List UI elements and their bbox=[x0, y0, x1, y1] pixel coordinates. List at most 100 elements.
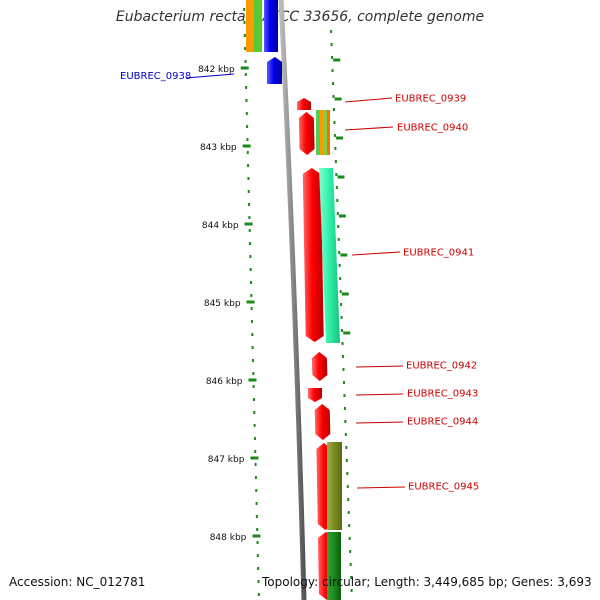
minor-tick bbox=[248, 203, 251, 206]
minor-tick bbox=[255, 489, 258, 492]
feature-bar bbox=[320, 110, 324, 155]
minor-tick bbox=[342, 355, 345, 358]
leader-line bbox=[355, 393, 404, 396]
gene-label-reverse[interactable]: EUBREC_0945 bbox=[408, 482, 479, 493]
minor-tick bbox=[256, 541, 259, 544]
minor-tick bbox=[246, 138, 249, 141]
minor-tick bbox=[252, 372, 255, 375]
minor-tick bbox=[344, 433, 347, 436]
minor-tick bbox=[347, 511, 350, 514]
gene-reverse[interactable] bbox=[311, 352, 328, 381]
kbp-tick-label: 842 kbp bbox=[198, 65, 235, 75]
minor-tick bbox=[342, 368, 345, 371]
minor-tick bbox=[250, 307, 253, 310]
gene-label-reverse[interactable]: EUBREC_0944 bbox=[407, 417, 478, 428]
minor-tick bbox=[251, 333, 254, 336]
minor-tick bbox=[332, 95, 335, 98]
major-tick bbox=[240, 66, 249, 70]
major-tick bbox=[242, 144, 251, 148]
accession-text: Accession: NC_012781 bbox=[9, 575, 146, 589]
major-tick bbox=[250, 456, 259, 460]
minor-tick bbox=[331, 56, 334, 59]
minor-tick bbox=[251, 346, 254, 349]
kbp-tick-label: 848 kbp bbox=[210, 533, 247, 543]
map-title: Eubacterium rectale ATCC 33656, complete… bbox=[115, 9, 485, 25]
minor-tick bbox=[255, 515, 258, 518]
minor-tick bbox=[336, 212, 339, 215]
minor-tick bbox=[341, 342, 344, 345]
minor-tick bbox=[249, 255, 252, 258]
kbp-tick-label: 847 kbp bbox=[208, 455, 245, 465]
minor-tick bbox=[345, 446, 348, 449]
leader-line bbox=[185, 73, 235, 79]
gene-label-reverse[interactable]: EUBREC_0941 bbox=[403, 248, 474, 259]
major-tick bbox=[340, 253, 348, 257]
minor-tick bbox=[252, 385, 255, 388]
minor-tick bbox=[253, 437, 256, 440]
minor-tick bbox=[253, 424, 256, 427]
feature-bar bbox=[327, 110, 330, 155]
minor-tick bbox=[348, 537, 351, 540]
minor-tick bbox=[334, 160, 337, 163]
major-tick bbox=[333, 58, 341, 62]
feature-bar bbox=[246, 0, 254, 52]
minor-tick bbox=[339, 277, 342, 280]
minor-tick bbox=[254, 463, 257, 466]
minor-tick bbox=[252, 398, 255, 401]
major-tick bbox=[341, 292, 349, 296]
minor-tick bbox=[248, 216, 251, 219]
feature-bar bbox=[327, 442, 342, 530]
gene-reverse[interactable] bbox=[308, 388, 322, 402]
minor-tick bbox=[343, 394, 346, 397]
leader-line bbox=[351, 251, 401, 256]
minor-tick bbox=[243, 34, 246, 37]
minor-tick bbox=[247, 177, 250, 180]
minor-tick bbox=[254, 450, 257, 453]
gene-reverse[interactable] bbox=[297, 98, 311, 110]
gene-reverse[interactable] bbox=[314, 404, 331, 440]
gene-reverse[interactable] bbox=[302, 168, 324, 342]
minor-tick bbox=[251, 359, 254, 362]
minor-tick bbox=[350, 589, 353, 592]
gene-label-reverse[interactable]: EUBREC_0939 bbox=[395, 94, 466, 105]
gene-label-reverse[interactable]: EUBREC_0940 bbox=[397, 123, 468, 134]
major-tick bbox=[248, 378, 257, 382]
minor-tick bbox=[243, 21, 246, 24]
minor-tick bbox=[246, 151, 249, 154]
minor-tick bbox=[253, 411, 256, 414]
minor-tick bbox=[335, 173, 338, 176]
major-tick bbox=[334, 97, 342, 101]
minor-tick bbox=[349, 563, 352, 566]
minor-tick bbox=[341, 329, 344, 332]
minor-tick bbox=[347, 498, 350, 501]
gene-label-reverse[interactable]: EUBREC_0942 bbox=[406, 361, 477, 372]
minor-tick bbox=[247, 190, 250, 193]
gene-forward[interactable] bbox=[267, 57, 282, 84]
minor-tick bbox=[243, 8, 246, 11]
minor-tick bbox=[336, 199, 339, 202]
minor-tick bbox=[256, 528, 259, 531]
leader-line bbox=[355, 365, 404, 368]
gene-forward[interactable] bbox=[264, 0, 278, 52]
kbp-tick-label: 846 kbp bbox=[206, 377, 243, 387]
genome-backbone bbox=[278, 0, 307, 600]
minor-tick bbox=[330, 43, 333, 46]
minor-tick bbox=[257, 580, 260, 583]
kbp-tick-label: 843 kbp bbox=[200, 143, 237, 153]
minor-tick bbox=[250, 294, 253, 297]
gene-label-forward[interactable]: EUBREC_0938 bbox=[120, 71, 191, 82]
minor-tick bbox=[339, 290, 342, 293]
minor-tick bbox=[248, 229, 251, 232]
minor-tick bbox=[346, 485, 349, 488]
feature-bar bbox=[316, 110, 320, 155]
minor-tick bbox=[249, 268, 252, 271]
gene-label-reverse[interactable]: EUBREC_0943 bbox=[407, 389, 478, 400]
minor-tick bbox=[348, 524, 351, 527]
minor-tick bbox=[245, 112, 248, 115]
major-tick bbox=[337, 175, 345, 179]
minor-tick bbox=[342, 381, 345, 384]
minor-tick bbox=[254, 476, 257, 479]
gene-reverse[interactable] bbox=[298, 112, 315, 155]
